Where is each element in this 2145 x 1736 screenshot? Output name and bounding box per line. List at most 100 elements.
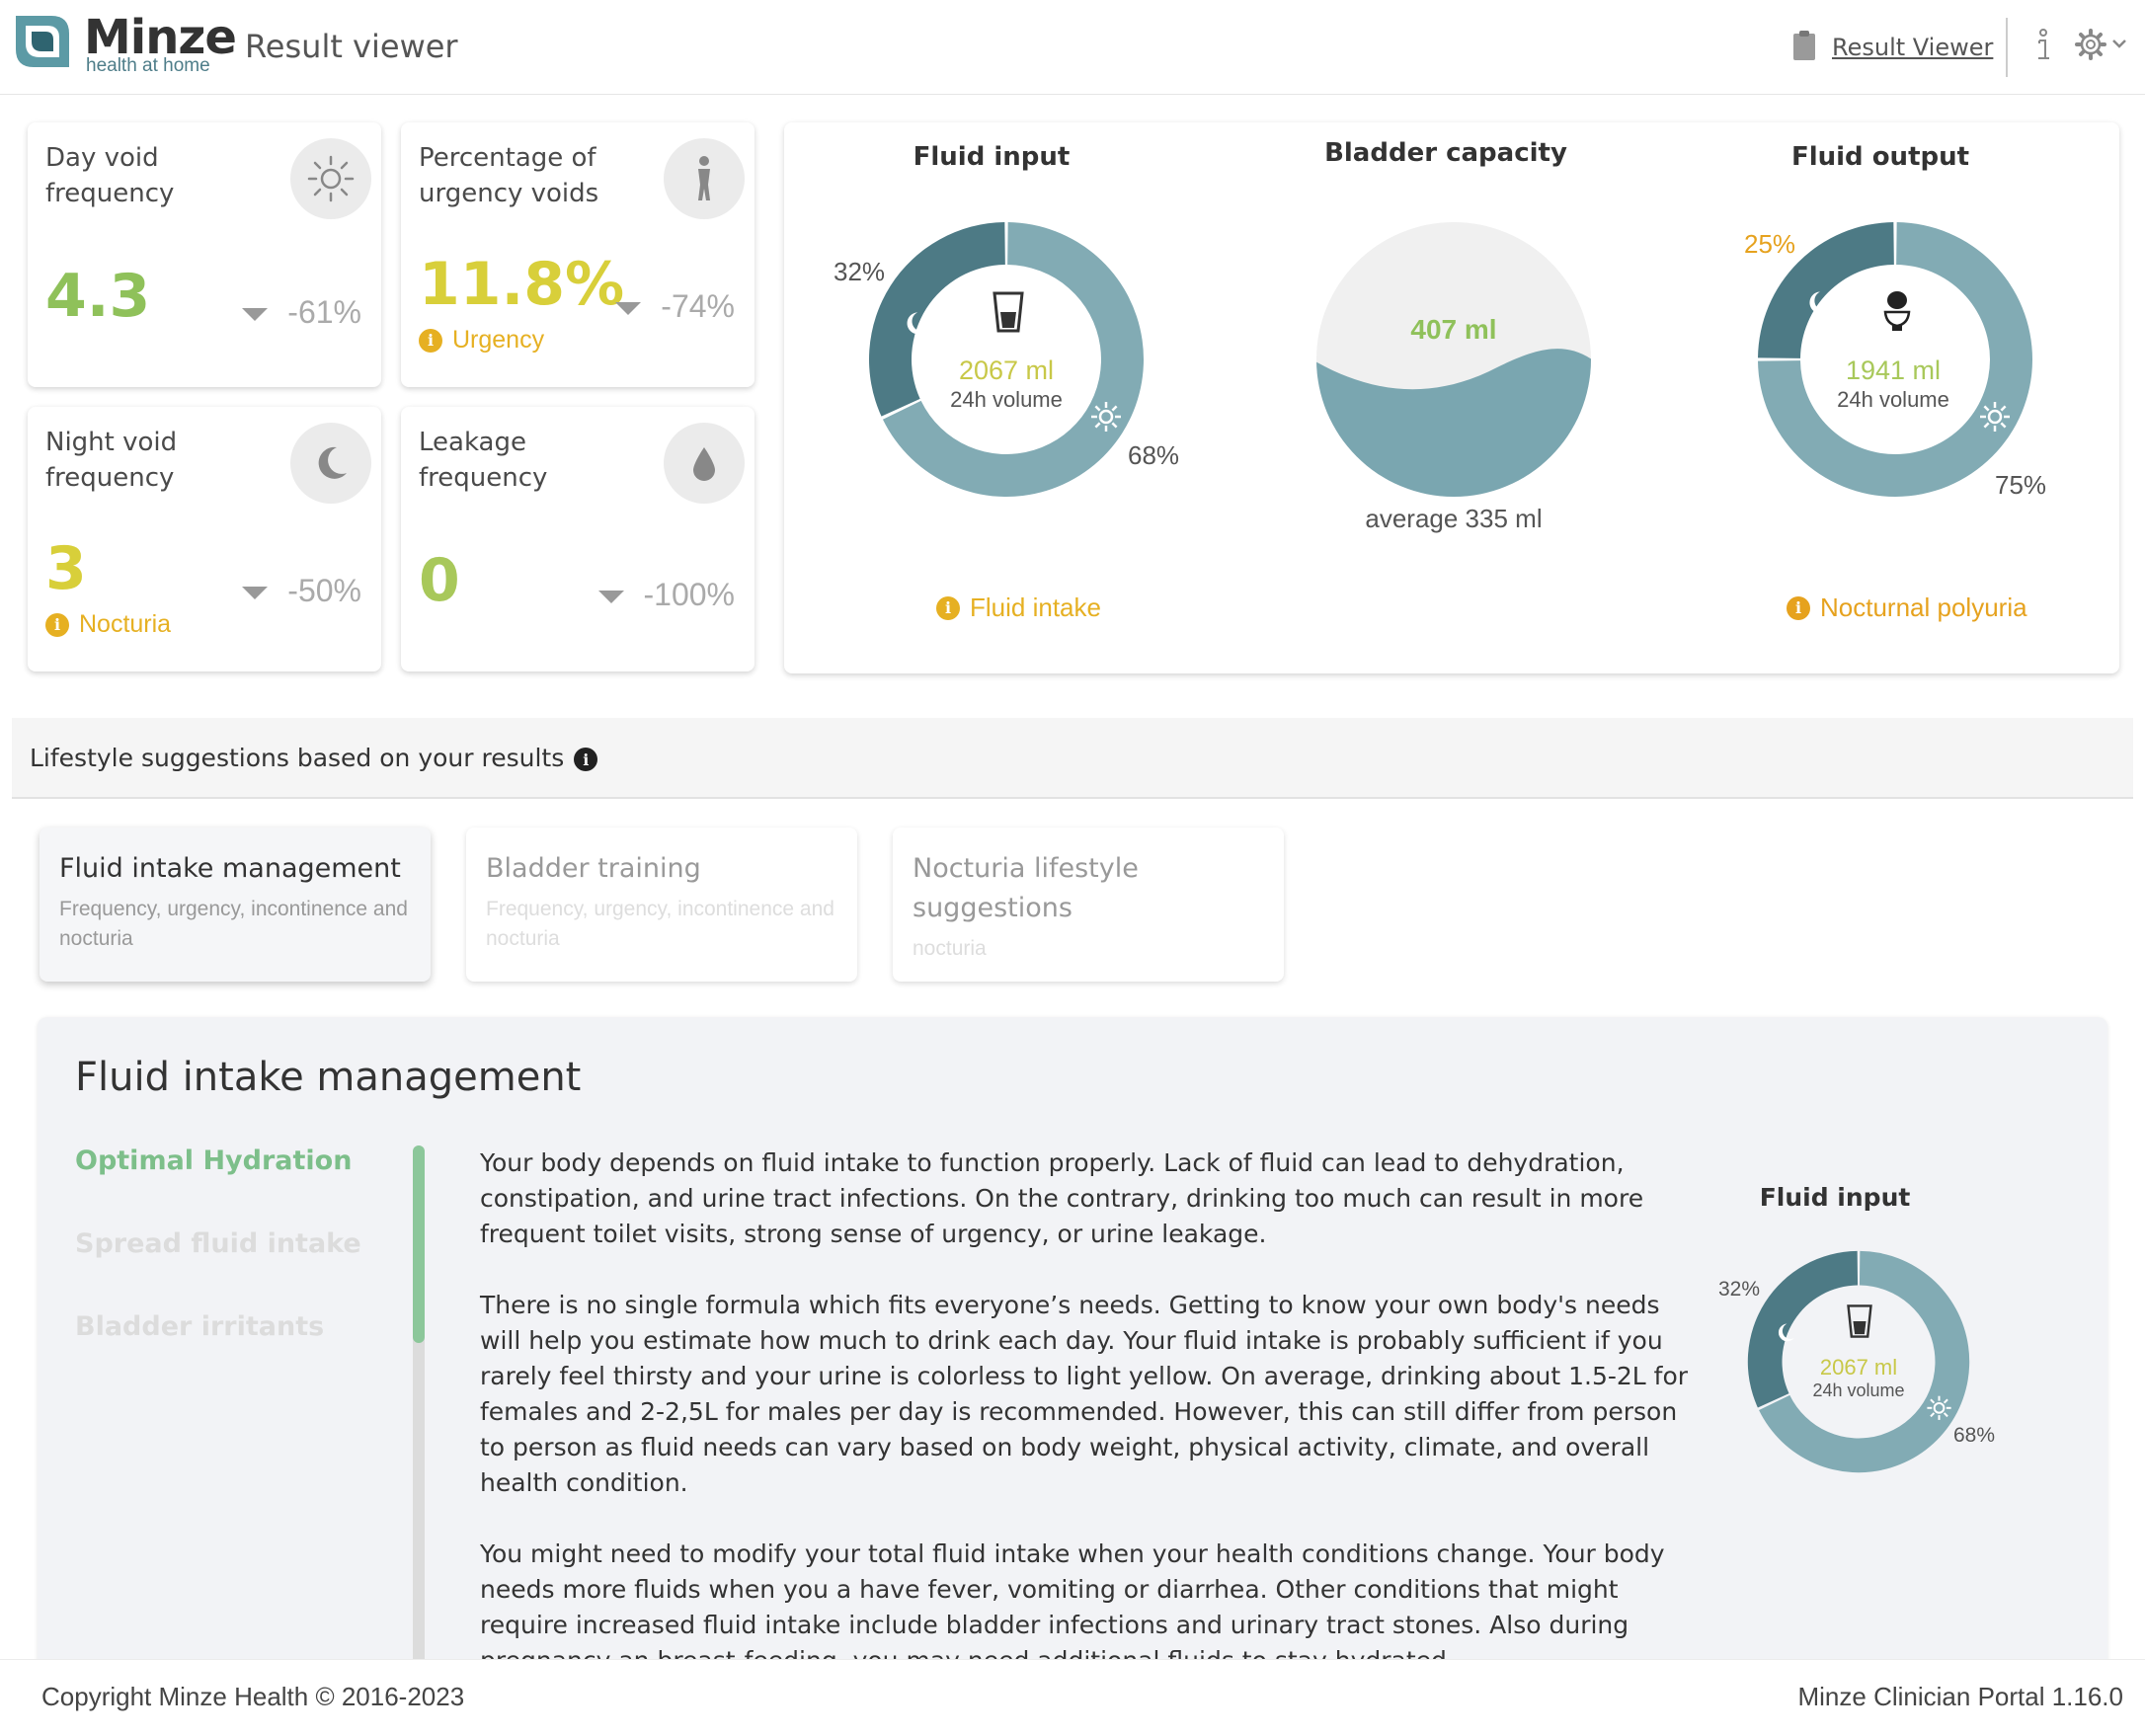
fluid-output-label: 24h volume bbox=[1837, 387, 1949, 412]
moon-icon-badge bbox=[290, 423, 371, 504]
fluid-output-day-pct: 75% bbox=[1995, 470, 2047, 500]
header-divider bbox=[2006, 18, 2008, 77]
section-progress-track bbox=[413, 1145, 425, 1698]
fluid-input-donut[interactable] bbox=[868, 221, 1145, 498]
mini-day-pct: 68% bbox=[1953, 1424, 1996, 1447]
tab-title: Fluid intake management bbox=[59, 853, 401, 884]
stat-title: Leakage frequency bbox=[419, 428, 548, 493]
fluid-output-donut[interactable] bbox=[1757, 221, 2033, 498]
sun-icon bbox=[1927, 1395, 1951, 1420]
nav-bladder-irritants[interactable]: Bladder irritants bbox=[75, 1311, 325, 1342]
mini-fluid-input-donut[interactable] bbox=[1747, 1250, 1970, 1473]
paragraph: You might need to modify your total flui… bbox=[480, 1539, 1665, 1675]
settings-gear-icon[interactable] bbox=[2074, 28, 2133, 61]
warning-info-icon: i bbox=[45, 612, 69, 637]
donut-day-segment[interactable] bbox=[882, 222, 1144, 497]
stat-change: -61% bbox=[242, 294, 361, 331]
bladder-capacity-gauge[interactable] bbox=[1315, 221, 1592, 498]
fluid-input-day-pct: 68% bbox=[1128, 440, 1180, 470]
minze-logo-icon bbox=[16, 16, 69, 67]
fluid-input-title: Fluid input bbox=[913, 142, 1071, 172]
stat-value: 11.8% bbox=[419, 250, 625, 319]
charts-card: Fluid input 2067 ml 24h volume 32% 68% i… bbox=[784, 122, 2119, 673]
person-urgency-icon bbox=[698, 156, 710, 200]
moon-icon bbox=[1809, 291, 1829, 314]
panel-title: Fluid intake management bbox=[75, 1055, 582, 1100]
lifestyle-heading: Lifestyle suggestions based on your resu… bbox=[30, 744, 598, 772]
paragraph: Your body depends on fluid intake to fun… bbox=[480, 1148, 1644, 1248]
glass-icon bbox=[993, 291, 1024, 333]
copyright-text: Copyright Minze Health © 2016-2023 bbox=[41, 1682, 465, 1711]
nav-optimal-hydration[interactable]: Optimal Hydration bbox=[75, 1145, 353, 1176]
fluid-intake-alert[interactable]: i Fluid intake bbox=[936, 592, 1101, 623]
drop-icon-badge bbox=[664, 423, 745, 504]
fluid-input-value: 2067 ml bbox=[958, 355, 1055, 385]
section-progress-thumb bbox=[413, 1145, 425, 1343]
tab-bladder-training[interactable]: Bladder training Frequency, urgency, inc… bbox=[466, 828, 857, 982]
sun-icon bbox=[1091, 402, 1121, 432]
donut-night-segment[interactable] bbox=[1758, 222, 1894, 358]
tab-title: Nocturia lifestyle suggestions bbox=[913, 853, 1139, 923]
bladder-capacity-title: Bladder capacity bbox=[1324, 138, 1567, 168]
urgency-voids-card: Percentage of urgency voids 11.8% -74% i… bbox=[401, 122, 755, 387]
tab-nocturia-lifestyle-suggestions[interactable]: Nocturia lifestyle suggestions nocturia bbox=[893, 828, 1284, 982]
nav-spread-fluid-intake[interactable]: Spread fluid intake bbox=[75, 1228, 361, 1259]
stat-change: -50% bbox=[242, 573, 361, 609]
app-footer: Copyright Minze Health © 2016-2023 Minze… bbox=[0, 1659, 2145, 1736]
tab-subtitle: Frequency, urgency, incontinence and noc… bbox=[486, 898, 834, 950]
down-triangle-icon bbox=[242, 587, 269, 600]
fluid-input-label: 24h volume bbox=[950, 387, 1063, 412]
glass-icon bbox=[1847, 1304, 1872, 1338]
stat-value: 3 bbox=[45, 534, 87, 603]
donut-day-segment[interactable] bbox=[1758, 222, 2032, 498]
tab-title: Bladder training bbox=[486, 853, 701, 884]
sun-icon-badge bbox=[290, 138, 371, 219]
fluid-intake-panel: Fluid intake management Optimal Hydratio… bbox=[38, 1017, 2107, 1698]
version-text: Minze Clinician Portal 1.16.0 bbox=[1797, 1682, 2124, 1711]
nocturnal-polyuria-alert[interactable]: i Nocturnal polyuria bbox=[1787, 592, 2027, 623]
urgency-alert[interactable]: i Urgency bbox=[419, 326, 544, 355]
donut-night-segment[interactable] bbox=[1747, 1250, 1859, 1408]
result-viewer-link[interactable]: Result Viewer bbox=[1832, 34, 1994, 61]
sun-icon bbox=[307, 155, 355, 202]
mini-value: 2067 ml bbox=[1819, 1355, 1898, 1380]
fluid-output-night-pct: 25% bbox=[1744, 229, 1796, 259]
brand-tagline: health at home bbox=[86, 55, 210, 76]
day-void-frequency-card: Day void frequency 4.3 -61% bbox=[28, 122, 381, 387]
donut-day-segment[interactable] bbox=[1759, 1250, 1970, 1473]
info-icon[interactable] bbox=[2032, 28, 2054, 63]
warning-info-icon: i bbox=[419, 328, 442, 353]
bladder-average: average 335 ml bbox=[1365, 504, 1543, 533]
warning-info-icon: i bbox=[936, 595, 960, 620]
mini-label: 24h volume bbox=[1812, 1381, 1905, 1400]
paragraph: There is no single formula which fits ev… bbox=[480, 1291, 1689, 1497]
donut-night-segment[interactable] bbox=[869, 222, 1005, 417]
water-drop-icon bbox=[693, 447, 715, 481]
bladder-capacity-value: 407 ml bbox=[1410, 314, 1497, 345]
info-circle-icon[interactable]: i bbox=[574, 748, 598, 771]
leakage-frequency-card: Leakage frequency 0 -100% bbox=[401, 407, 755, 671]
stat-change: -74% bbox=[615, 288, 735, 325]
night-void-frequency-card: Night void frequency 3 -50% i Nocturia bbox=[28, 407, 381, 671]
app-header: Minze health at home Result viewer Resul… bbox=[0, 0, 2145, 95]
person-icon-badge bbox=[664, 138, 745, 219]
down-triangle-icon bbox=[242, 308, 269, 322]
fluid-input-night-pct: 32% bbox=[834, 257, 886, 286]
down-triangle-icon bbox=[597, 591, 624, 604]
page-title: Result viewer bbox=[245, 28, 458, 65]
tab-subtitle: Frequency, urgency, incontinence and noc… bbox=[59, 898, 408, 950]
lifestyle-suggestions-bar: Lifestyle suggestions based on your resu… bbox=[12, 718, 2133, 799]
fluid-output-value: 1941 ml bbox=[1845, 355, 1942, 385]
moon-icon bbox=[907, 312, 927, 335]
moon-icon bbox=[1778, 1323, 1794, 1342]
stat-title: Night void frequency bbox=[45, 428, 178, 493]
sun-icon bbox=[1980, 402, 2010, 432]
nocturia-alert[interactable]: i Nocturia bbox=[45, 610, 171, 639]
stat-title: Percentage of urgency voids bbox=[419, 143, 599, 208]
tab-subtitle: nocturia bbox=[913, 937, 987, 960]
tab-fluid-intake-management[interactable]: Fluid intake management Frequency, urgen… bbox=[40, 828, 431, 982]
mini-fluid-input-title: Fluid input bbox=[1759, 1183, 1911, 1212]
stat-title: Day void frequency bbox=[45, 143, 175, 208]
panel-body-text: Your body depends on fluid intake to fun… bbox=[480, 1145, 1695, 1698]
stat-value: 0 bbox=[419, 546, 460, 615]
